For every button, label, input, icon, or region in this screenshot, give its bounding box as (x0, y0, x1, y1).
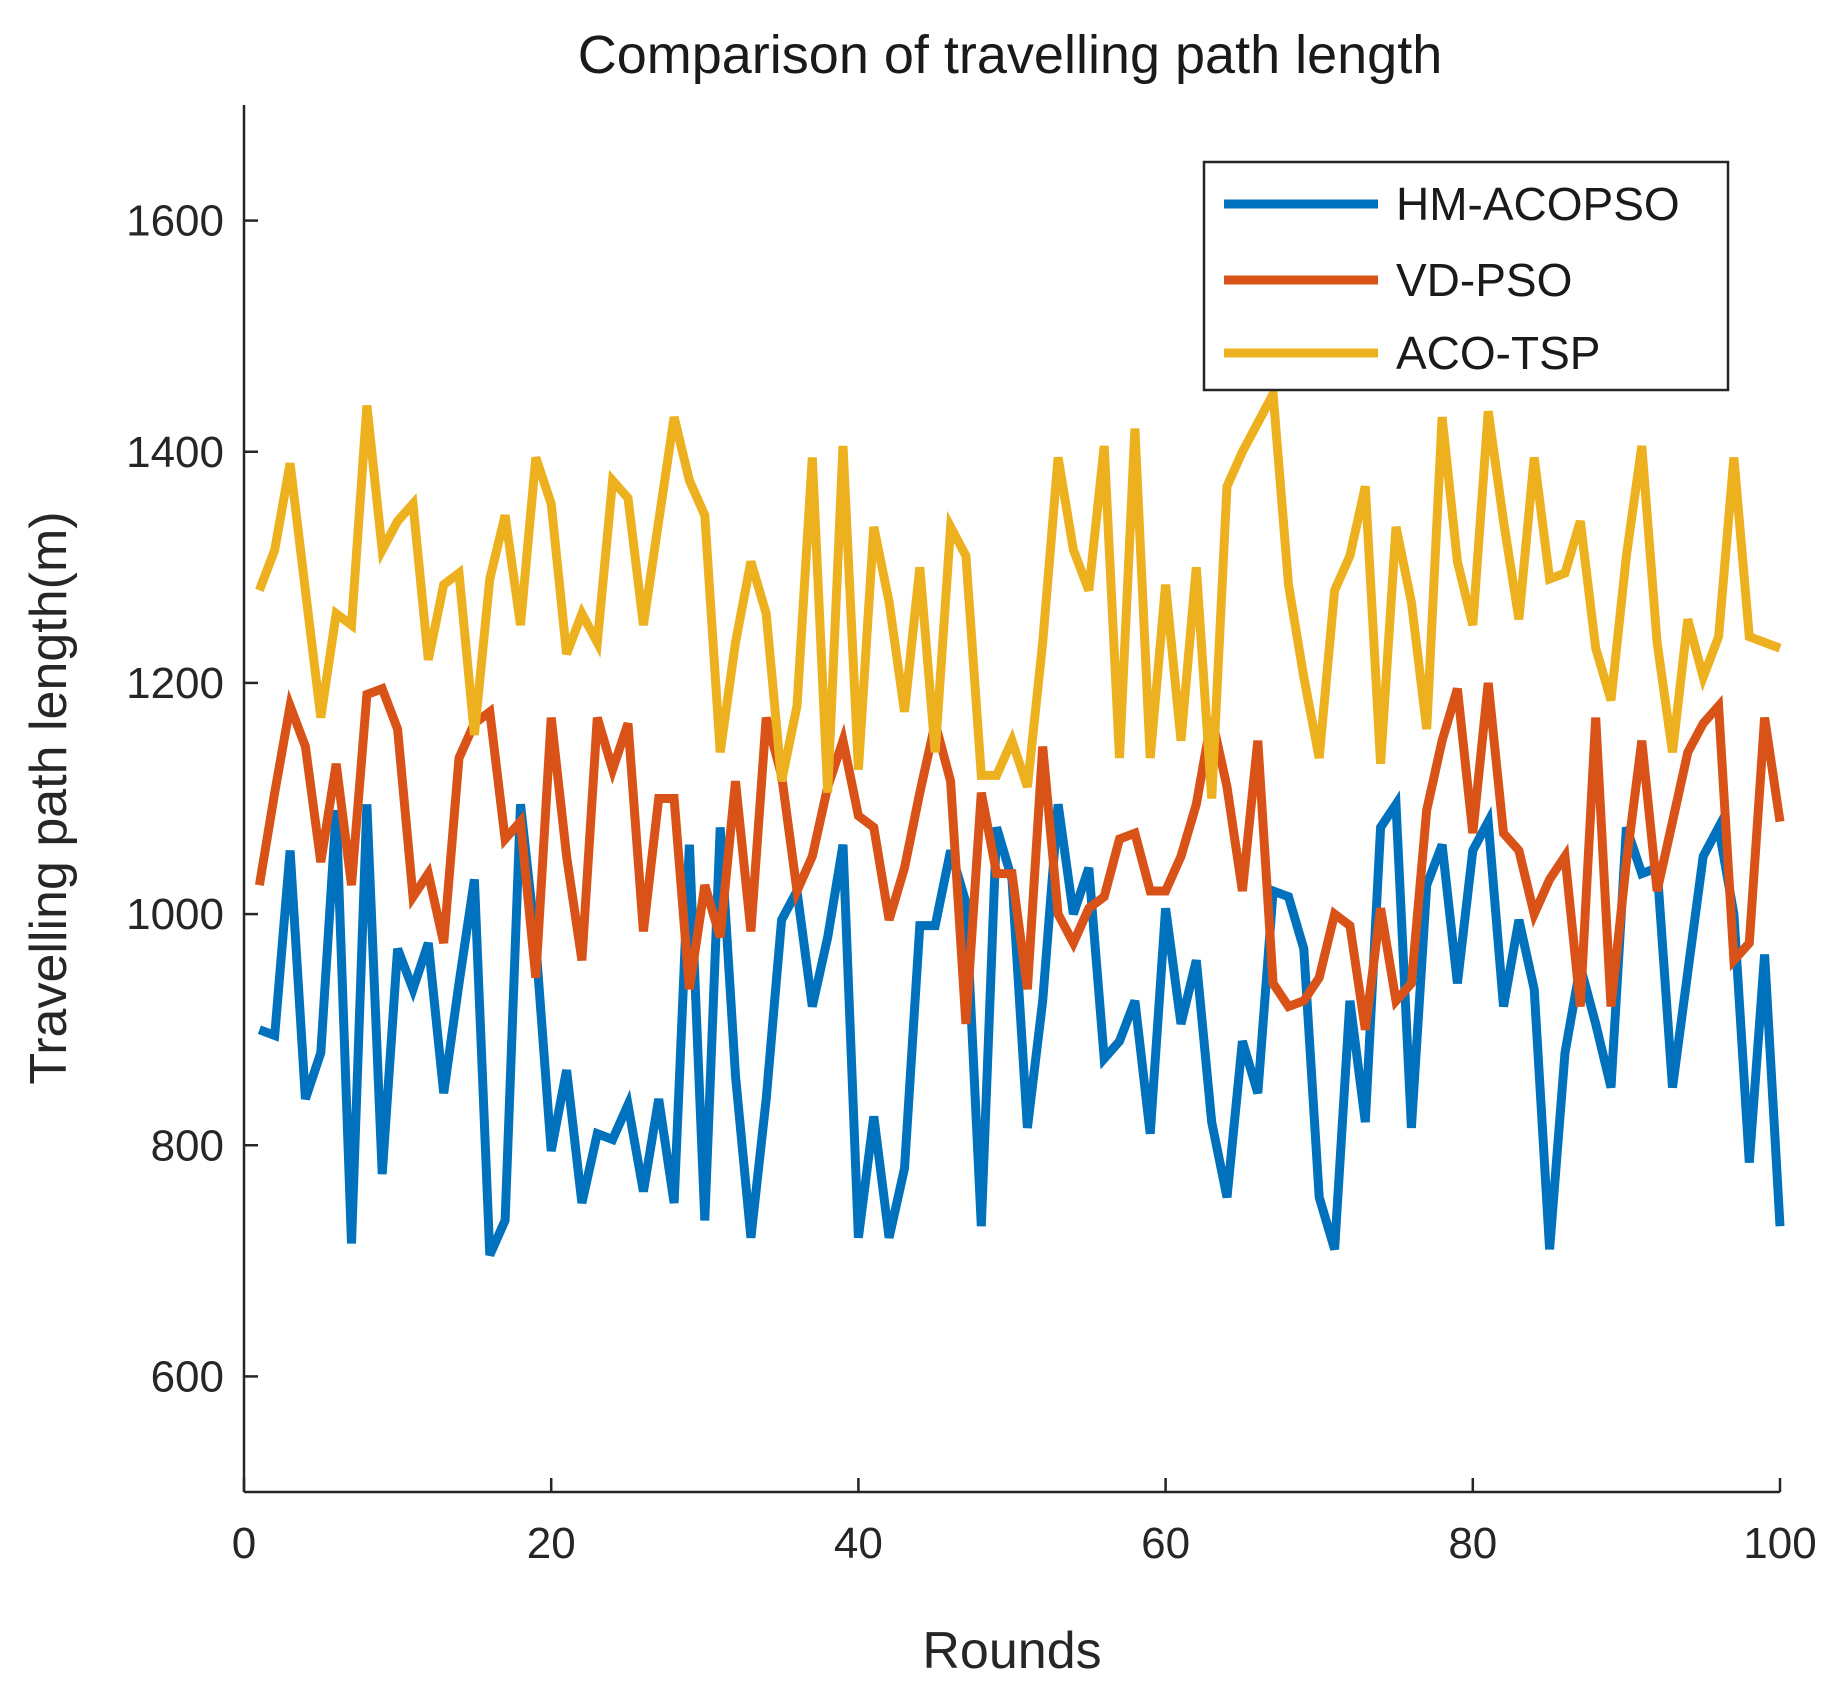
axes (242, 105, 1780, 1494)
y-tick-label: 800 (151, 1121, 224, 1170)
y-tick-label: 600 (151, 1352, 224, 1401)
chart-title: Comparison of travelling path length (578, 25, 1443, 85)
legend: HM-ACOPSO VD-PSO ACO-TSP (1202, 160, 1730, 392)
y-ticks: 600 800 1000 1200 1400 1600 (126, 197, 258, 1401)
x-axis-label: Rounds (922, 1622, 1101, 1680)
legend-label-hm-acopso: HM-ACOPSO (1396, 178, 1680, 230)
legend-label-vd-pso: VD-PSO (1396, 254, 1572, 306)
x-tick-label: 0 (232, 1519, 256, 1568)
x-tick-label: 60 (1141, 1519, 1190, 1568)
y-tick-label: 1400 (126, 428, 224, 477)
y-tick-label: 1000 (126, 890, 224, 939)
series-lines (254, 378, 1785, 1257)
series-line-aco-tsp (255, 378, 1782, 799)
x-ticks: 0 20 40 60 80 100 (232, 1478, 1817, 1568)
series-line-hm-acopso (257, 790, 1785, 1257)
y-tick-label: 1600 (126, 197, 224, 246)
x-tick-label: 80 (1448, 1519, 1497, 1568)
y-tick-label: 1200 (126, 659, 224, 708)
y-axis-label: Travelling path length(m) (20, 511, 78, 1084)
x-tick-label: 40 (834, 1519, 883, 1568)
x-tick-label: 20 (527, 1519, 576, 1568)
series-line-vd-pso (254, 682, 1785, 1031)
legend-label-aco-tsp: ACO-TSP (1396, 327, 1600, 379)
x-tick-label: 100 (1743, 1519, 1816, 1568)
